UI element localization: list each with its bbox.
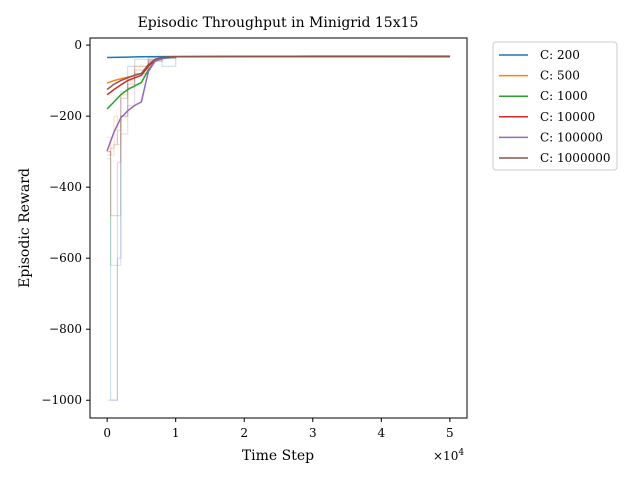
series-2-line	[106, 55, 450, 110]
x-axis-offset-base: ×10	[433, 449, 458, 463]
y-tick-label: −600	[49, 251, 82, 265]
smoothed-series-layer	[106, 55, 450, 152]
chart-title: Episodic Throughput in Minigrid 15x15	[138, 15, 419, 31]
series-1-raw-line	[107, 55, 451, 156]
series-0-raw-line	[107, 55, 450, 401]
x-tick-label: 1	[172, 426, 180, 440]
series-4-raw-line	[107, 55, 450, 401]
y-tick-label: −400	[49, 180, 82, 194]
y-tick-label: −800	[49, 322, 82, 336]
series-5-raw-line	[107, 55, 451, 156]
y-tick-label: −1000	[41, 393, 82, 407]
x-tick-label: 2	[240, 426, 248, 440]
plot-area	[89, 37, 468, 419]
x-axis-offset-exponent: 4	[458, 448, 464, 458]
legend-label: C: 500	[540, 69, 580, 83]
y-tick-label: 0	[74, 38, 82, 52]
legend-label: C: 10000	[540, 110, 595, 124]
x-axis-ticks: 0 1 2 3 4 5	[103, 418, 454, 440]
series-5-line	[106, 55, 450, 91]
legend-label: C: 1000000	[540, 151, 610, 165]
legend-label: C: 100000	[540, 130, 603, 144]
legend: C: 200 C: 500 C: 1000 C: 10000 C: 100000 C: 1…	[492, 41, 618, 171]
series-2-raw-line	[107, 55, 450, 266]
x-axis-offset-text: ×104	[433, 448, 464, 463]
x-tick-label: 5	[446, 426, 454, 440]
x-tick-label: 3	[309, 426, 317, 440]
y-tick-label: −200	[49, 109, 82, 123]
x-tick-label: 4	[377, 426, 385, 440]
series-3-line	[106, 55, 450, 96]
series-3-raw-line	[107, 55, 450, 217]
legend-label: C: 200	[540, 48, 580, 62]
x-tick-label: 0	[103, 426, 111, 440]
series-4-line	[106, 55, 450, 152]
raw-series-layer	[107, 55, 451, 401]
y-axis-label: Episodic Reward	[17, 168, 33, 288]
legend-label: C: 1000	[540, 89, 588, 103]
x-axis-label: Time Step	[242, 448, 314, 464]
y-axis-ticks: 0 −200 −400 −600 −800 −1000	[41, 38, 90, 407]
